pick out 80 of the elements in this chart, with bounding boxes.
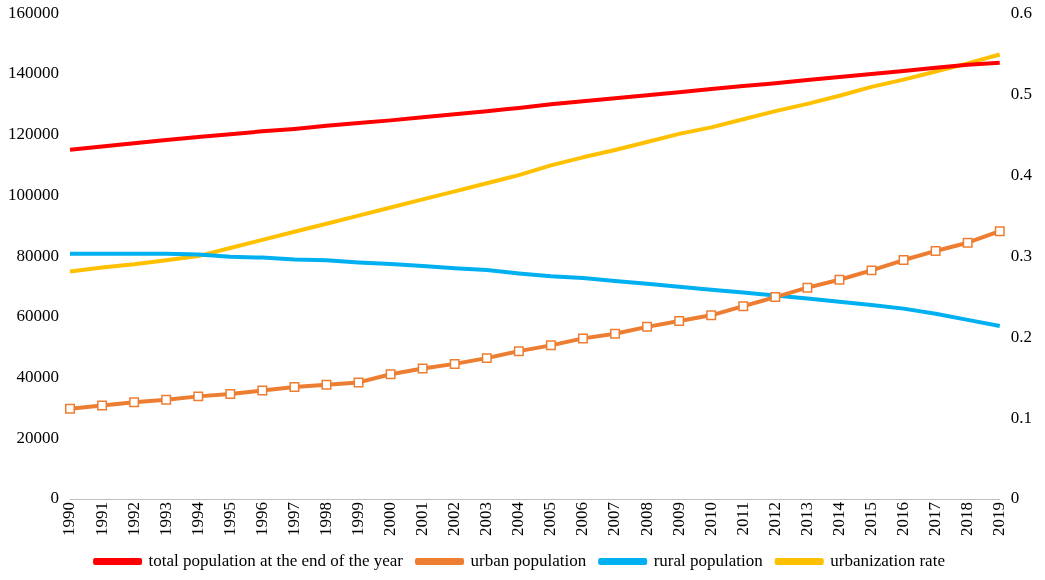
legend-label: rural population — [653, 550, 764, 570]
legend-label: urban population — [470, 550, 587, 570]
point — [65, 403, 75, 414]
x-tick-label: 2006 — [572, 502, 592, 536]
point — [866, 265, 877, 276]
x-tick-label: 1993 — [155, 502, 175, 536]
x-tick-label: 1991 — [91, 502, 111, 536]
y2-tick-label: 0.3 — [1010, 245, 1032, 265]
y-tick-label: 0 — [50, 488, 59, 508]
point — [706, 310, 717, 321]
point — [257, 385, 268, 396]
point — [898, 255, 909, 266]
y2-tick-label: 0.2 — [1010, 326, 1032, 346]
point — [962, 237, 973, 248]
point — [225, 388, 236, 399]
y-tick-label: 140000 — [8, 63, 59, 83]
x-tick-label: 2016 — [893, 502, 913, 536]
x-tick-label: 2012 — [764, 502, 784, 536]
point — [610, 328, 621, 339]
x-tick-label: 1998 — [315, 502, 335, 536]
x-tick-label: 1994 — [187, 501, 207, 536]
y2-tick-label: 0.4 — [1010, 164, 1033, 184]
x-tick-label: 2011 — [732, 502, 752, 536]
point — [321, 379, 332, 390]
x-tick-label: 2004 — [508, 501, 528, 536]
x-tick-label: 2003 — [476, 502, 496, 536]
point — [161, 394, 172, 405]
point — [97, 400, 108, 411]
y-tick-label: 20000 — [16, 427, 59, 447]
x-tick-label: 2013 — [796, 502, 816, 536]
x-tick-label: 2015 — [860, 502, 880, 536]
y-tick-label: 60000 — [16, 306, 59, 326]
x-tick-label: 1996 — [251, 502, 271, 536]
x-tick-label: 2002 — [444, 502, 464, 536]
point — [481, 353, 492, 364]
y-tick-label: 160000 — [8, 2, 59, 22]
x-tick-label: 2009 — [668, 502, 688, 536]
x-tick-label: 1995 — [219, 502, 239, 536]
y-tick-label: 40000 — [16, 367, 59, 387]
point — [577, 333, 588, 344]
point — [449, 358, 460, 369]
x-tick-label: 2000 — [380, 502, 400, 536]
point — [129, 397, 140, 408]
y-tick-label: 80000 — [16, 245, 59, 265]
y2-tick-label: 0.5 — [1010, 83, 1032, 103]
point — [770, 292, 781, 303]
x-tick-label: 1992 — [123, 502, 143, 536]
point — [802, 282, 813, 293]
point — [642, 321, 653, 332]
x-tick-label: 2017 — [925, 501, 945, 536]
point — [513, 346, 524, 357]
legend-label: urbanization rate — [830, 550, 945, 570]
point — [994, 226, 1005, 237]
x-tick-label: 2007 — [604, 501, 624, 536]
y2-tick-label: 0.6 — [1010, 2, 1032, 22]
x-tick-label: 2010 — [700, 502, 720, 536]
point — [834, 274, 845, 285]
x-tick-label: 2014 — [828, 501, 848, 536]
x-tick-label: 1990 — [59, 502, 79, 536]
x-tick-label: 1999 — [348, 502, 368, 536]
point — [385, 369, 396, 380]
point — [738, 301, 749, 312]
y-tick-label: 120000 — [8, 124, 59, 144]
point — [674, 316, 685, 327]
x-tick-label: 2008 — [636, 502, 656, 536]
y2-tick-label: 0 — [1010, 488, 1020, 508]
y2-tick-label: 0.1 — [1010, 407, 1032, 427]
y-tick-label: 100000 — [8, 184, 59, 204]
x-tick-label: 1997 — [283, 501, 303, 536]
x-tick-label: 2019 — [989, 502, 1009, 536]
point — [417, 363, 428, 374]
point — [930, 245, 941, 256]
point — [289, 381, 300, 392]
legend-label: total population at the end of the year — [148, 550, 404, 570]
x-tick-label: 2005 — [540, 502, 560, 536]
point — [545, 340, 556, 351]
point — [193, 391, 204, 402]
x-tick-label: 2001 — [412, 502, 432, 536]
point — [353, 377, 364, 388]
x-tick-label: 2018 — [957, 502, 977, 536]
